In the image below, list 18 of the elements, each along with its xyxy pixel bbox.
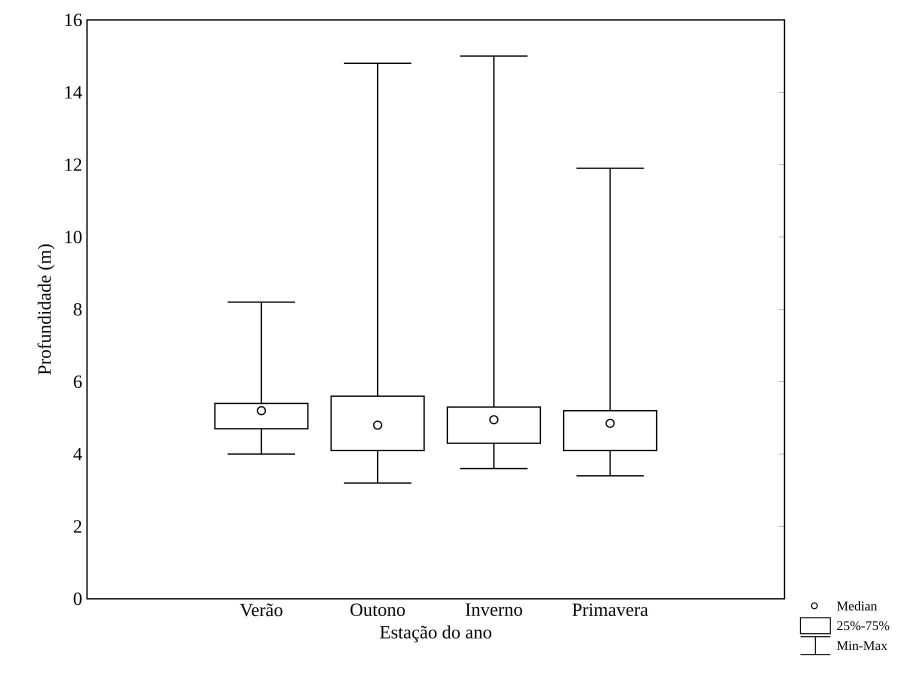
y-tick-label: 2 bbox=[74, 520, 82, 533]
y-tick-label: 0 bbox=[74, 592, 82, 606]
y-tick-label: 6 bbox=[74, 376, 82, 388]
y-tick-label: 14 bbox=[65, 86, 82, 99]
x-axis-title: Estação do ano bbox=[380, 626, 492, 643]
text: Min-Max bbox=[836, 641, 888, 650]
x-tick-label: Outono bbox=[350, 604, 405, 616]
x-tick-label: Inverno bbox=[466, 604, 522, 616]
y-tick-label: 4 bbox=[73, 448, 82, 460]
text: 25%-75% bbox=[837, 621, 890, 630]
x-tick-label: Verão bbox=[240, 604, 282, 617]
y-axis-title: Profundidade (m) bbox=[38, 244, 55, 375]
y-tick-label: 10 bbox=[65, 230, 82, 244]
x-tick-label: Primavera bbox=[572, 604, 648, 616]
y-tick-label: 16 bbox=[65, 14, 82, 26]
y-tick-label: 8 bbox=[74, 303, 82, 316]
y-tick-label: 12 bbox=[65, 158, 82, 172]
text: Median bbox=[836, 601, 877, 611]
